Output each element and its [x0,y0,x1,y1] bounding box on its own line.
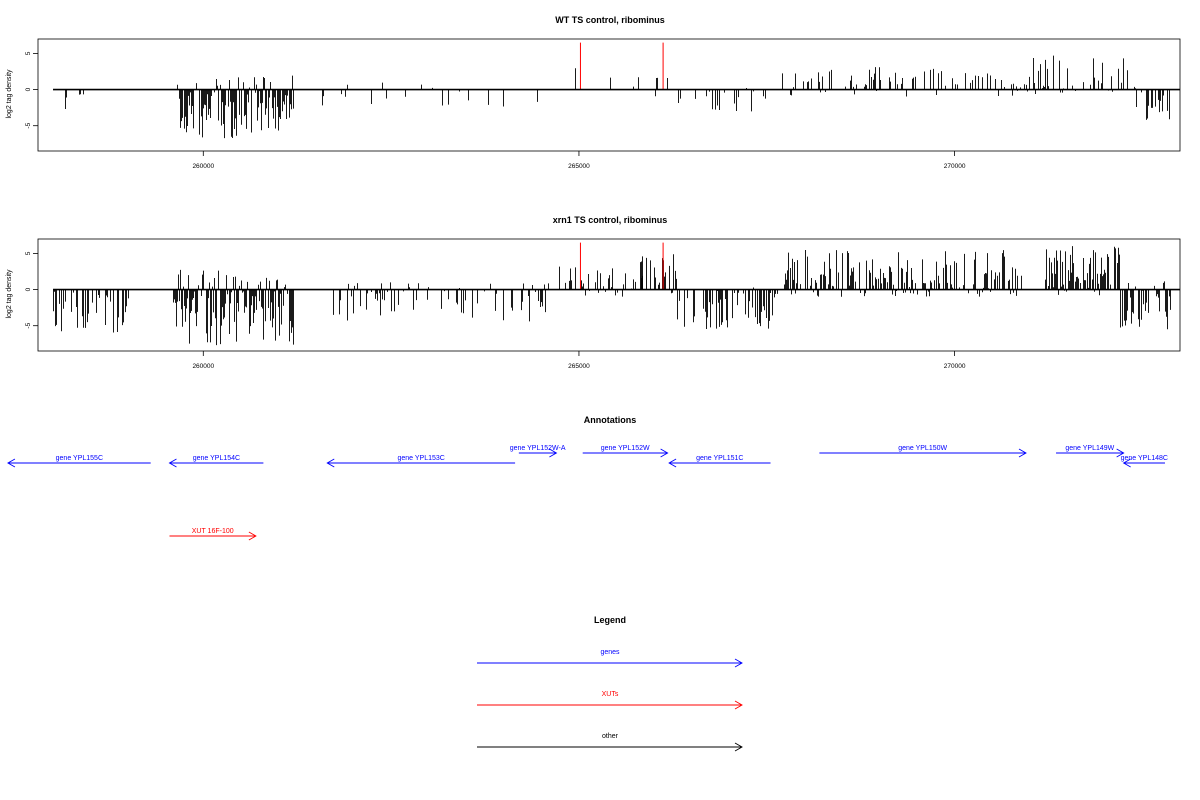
wt-track-x-tick-label: 270000 [944,163,966,170]
legend-panel: Legend genes XUTs other [477,615,743,752]
annotation-gene-ypl152w-a: gene YPL152W-A [510,445,566,458]
wt-track-x-tick-label: 265000 [568,163,590,170]
annotation-gene-ypl155c: gene YPL155C [7,455,151,468]
xrn1-track-y-tick-label: -5 [25,322,32,328]
xrn1-track-bars [53,242,1171,346]
wt-track-y-tick-label: 5 [25,51,32,55]
annotation-gene-ypl148c: gene YPL148C [1121,455,1168,468]
annotation-xut-16f-100: XUT 16F-100 [169,528,257,541]
annotation-label: gene YPL148C [1121,455,1168,462]
wt-track-x-axis: 260000 265000 270000 [192,151,966,170]
wt-track-y-tick-label: -5 [25,122,32,128]
legend-item-label: genes [600,649,620,656]
legend-item-label: XUTs [602,691,619,698]
legend-item-genes: genes [477,649,743,668]
wt-track-panel: WT TS control, ribominus log2 tag densit… [6,15,1181,170]
annotation-arrow-head [660,448,669,458]
annotation-label: gene YPL155C [56,455,103,462]
annotation-label: gene YPL152W-A [510,445,566,452]
xrn1-track-title: xrn1 TS control, ribominus [553,215,668,225]
legend-item-other: other [477,733,743,752]
annotation-arrow-head [7,458,16,468]
annotation-label: gene YPL154C [193,455,240,462]
annotations-title: Annotations [584,415,637,425]
annotation-arrow-head [1122,458,1131,468]
legend-arrow-head [734,658,743,668]
annotation-arrow-head [326,458,335,468]
annotation-label: gene YPL152W [601,445,650,452]
legend-item-xuts: XUTs [477,691,743,710]
xrn1-track-y-tick-label: 5 [25,251,32,255]
wt-track-y-axis: -5 0 5 [25,51,38,129]
annotation-gene-ypl153c: gene YPL153C [326,455,516,468]
annotation-arrow-head [248,531,257,541]
xrn1-track-y-tick-label: 0 [25,287,32,291]
annotation-arrow-head [168,458,177,468]
xrn1-track-ylabel: log2 tag density [6,269,13,319]
annotation-arrow-head [1116,448,1125,458]
xrn1-track-frame [37,238,1181,352]
annotation-arrow-head [549,448,558,458]
annotation-label: XUT 16F-100 [192,528,234,535]
annotation-gene-ypl150w: gene YPL150W [819,445,1027,458]
wt-track-y-tick-label: 0 [25,87,32,91]
annotations-panel: Annotations gene YPL155C gene YPL154C gene… [7,415,1168,541]
legend-arrow-head [734,700,743,710]
xrn1-track-x-tick-label: 260000 [192,363,214,370]
annotation-label: gene YPL153C [397,455,444,462]
xrn1-track-x-tick-label: 270000 [944,363,966,370]
wt-track-ylabel: log2 tag density [6,69,13,119]
annotation-gene-ypl151c: gene YPL151C [668,455,771,468]
annotation-arrow-head [1018,448,1027,458]
annotation-gene-ypl149w: gene YPL149W [1056,445,1125,458]
legend-arrow-head [734,742,743,752]
xrn1-track-x-axis: 260000 265000 270000 [192,351,966,370]
annotation-arrow-head [668,458,677,468]
wt-track-title: WT TS control, ribominus [555,15,665,25]
annotation-gene-ypl152w: gene YPL152W [582,445,669,458]
xrn1-track-panel: xrn1 TS control, ribominus log2 tag dens… [6,215,1181,370]
wt-track-x-tick-label: 260000 [192,163,214,170]
legend-item-label: other [602,733,619,740]
wt-track-frame [37,38,1181,152]
annotation-label: gene YPL149W [1065,445,1114,452]
legend-title: Legend [594,615,626,625]
annotation-gene-ypl154c: gene YPL154C [168,455,264,468]
xrn1-track-y-axis: -5 0 5 [25,251,38,329]
xrn1-track-x-tick-label: 265000 [568,363,590,370]
annotation-label: gene YPL151C [696,455,743,462]
annotation-label: gene YPL150W [898,445,947,452]
